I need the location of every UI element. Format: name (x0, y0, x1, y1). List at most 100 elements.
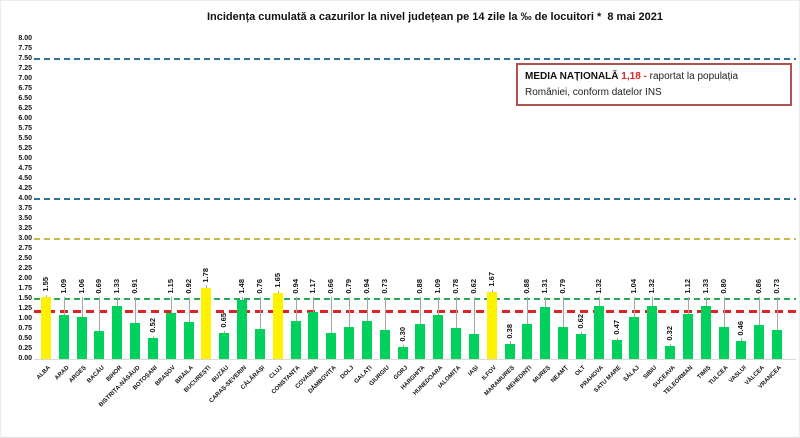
y-axis-tick: 4.00 (18, 195, 32, 202)
y-axis-tick: 1.00 (18, 315, 32, 322)
bar-harghita (415, 323, 426, 359)
y-axis-tick: 4.75 (18, 165, 32, 172)
y-axis-tick: 6.00 (18, 115, 32, 122)
bar-value-label: 0.46 (736, 320, 746, 336)
bar-value-label: 0.78 (451, 279, 461, 294)
bar-călărași (254, 328, 265, 359)
bar-hunedoara (433, 315, 444, 359)
y-axis-tick: 2.25 (18, 265, 32, 272)
reference-line-threshold-1-50 (34, 298, 796, 300)
bar-value-label: 0.76 (254, 279, 264, 294)
y-axis-tick: 5.75 (18, 125, 32, 132)
y-axis-tick: 2.50 (18, 255, 32, 262)
bar-dâmbovița (326, 332, 337, 359)
leader-line (473, 296, 475, 335)
bar-value-label: 1.33 (700, 279, 710, 294)
leader-line (259, 296, 261, 329)
bar-vâlcea (754, 324, 765, 359)
y-axis-tick: 0.25 (18, 345, 32, 352)
bar-value-label: 0.66 (326, 279, 336, 294)
bar-dolj (344, 327, 355, 359)
bar-covasna (308, 312, 319, 359)
leader-line (670, 343, 672, 347)
x-axis-label: NEAMȚ (549, 365, 570, 385)
leader-line (295, 296, 297, 322)
bar-value-label: 1.17 (308, 279, 318, 294)
y-axis-tick: 3.00 (18, 235, 32, 242)
y-axis-tick: 1.50 (18, 295, 32, 302)
bar-gorj (397, 347, 408, 359)
y-axis-tick: 4.25 (18, 185, 32, 192)
leader-line (331, 296, 333, 333)
bar-value-label: 0.79 (344, 279, 354, 294)
leader-line (135, 296, 137, 323)
y-axis-tick: 6.25 (18, 105, 32, 112)
bar-value-label: 1.15 (165, 279, 175, 294)
reference-line-threshold-3-00 (34, 238, 796, 240)
bar-teleorman (682, 314, 693, 359)
reference-line-threshold-7-50 (34, 58, 796, 60)
bar-value-label: 0.52 (147, 318, 157, 333)
bar-value-label: 1.32 (593, 279, 603, 294)
bar-value-label: 0.30 (397, 327, 407, 342)
y-axis-tick: 2.00 (18, 275, 32, 282)
y-axis-tick: 0.75 (18, 325, 32, 332)
x-axis-label: OLT (574, 365, 588, 378)
leader-line (242, 296, 244, 300)
bar-caraș-severin (237, 299, 248, 359)
leader-line (723, 296, 725, 327)
bar-vaslui (736, 340, 747, 359)
leader-line (456, 296, 458, 328)
chart-title: Incidența cumulată a cazurilor la nivel … (206, 11, 664, 23)
leader-line (117, 296, 119, 306)
national-average-value: 1,18 - (621, 71, 647, 82)
bar-value-label: 0.91 (130, 279, 140, 294)
y-axis-tick: 5.50 (18, 135, 32, 142)
leader-line (420, 296, 422, 324)
bar-value-label: 0.38 (504, 323, 514, 339)
bar-galați (361, 321, 372, 359)
bar-argeș (76, 316, 87, 359)
y-axis-tick: 1.75 (18, 285, 32, 292)
bar-neamț (558, 327, 569, 359)
y-axis-tick: 7.50 (18, 55, 32, 62)
leader-line (366, 296, 368, 322)
bar-alba (41, 297, 51, 359)
national-average-box: MEDIA NAȚIONALĂ 1,18 - raportat la popul… (516, 63, 792, 106)
national-average-label: MEDIA NAȚIONALĂ (525, 71, 619, 82)
bar-value-label: 0.94 (290, 279, 300, 294)
leader-line (741, 338, 743, 341)
bar-suceava (665, 346, 676, 359)
leader-line (81, 296, 83, 317)
leader-line (46, 294, 47, 297)
x-axis-label: CLUJ (268, 365, 285, 381)
y-axis-tick: 8.00 (18, 35, 32, 42)
bar-botoșani (147, 338, 158, 359)
y-axis-tick: 4.50 (18, 175, 32, 182)
bar-mehedinți (522, 323, 533, 359)
bar-value-label: 0.73 (772, 279, 782, 294)
bar-value-label: 1.48 (237, 279, 247, 294)
bar-value-label: 0.32 (665, 326, 675, 341)
bar-value-label: 0.62 (468, 279, 478, 294)
bar-buzău (219, 333, 230, 359)
leader-line (313, 296, 315, 313)
bar-value-label: 1.12 (682, 279, 692, 294)
x-axis-label: ARGEȘ (68, 365, 88, 385)
y-axis-tick: 5.25 (18, 145, 32, 152)
leader-line (438, 296, 440, 316)
bar-bucurești (201, 287, 212, 359)
bar-timiș (700, 305, 711, 359)
leader-line (759, 296, 761, 325)
leader-line (491, 289, 493, 293)
bar-maramureș (504, 343, 515, 359)
leader-line (777, 296, 779, 330)
y-axis-tick: 3.25 (18, 225, 32, 232)
y-axis-tick: 3.50 (18, 215, 32, 222)
bar-value-label: 1.06 (76, 279, 86, 294)
bar-bistrița-năsăud (130, 322, 141, 359)
bar-value-label: 0.79 (558, 279, 568, 294)
bar-value-label: 0.65 (219, 313, 229, 328)
